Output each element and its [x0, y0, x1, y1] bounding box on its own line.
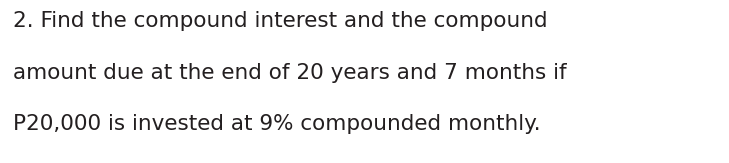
Text: 2. Find the compound interest and the compound: 2. Find the compound interest and the co…	[13, 11, 547, 31]
Text: amount due at the end of 20 years and 7 months if: amount due at the end of 20 years and 7 …	[13, 63, 566, 83]
Text: P20,000 is invested at 9% compounded monthly.: P20,000 is invested at 9% compounded mon…	[13, 114, 541, 134]
